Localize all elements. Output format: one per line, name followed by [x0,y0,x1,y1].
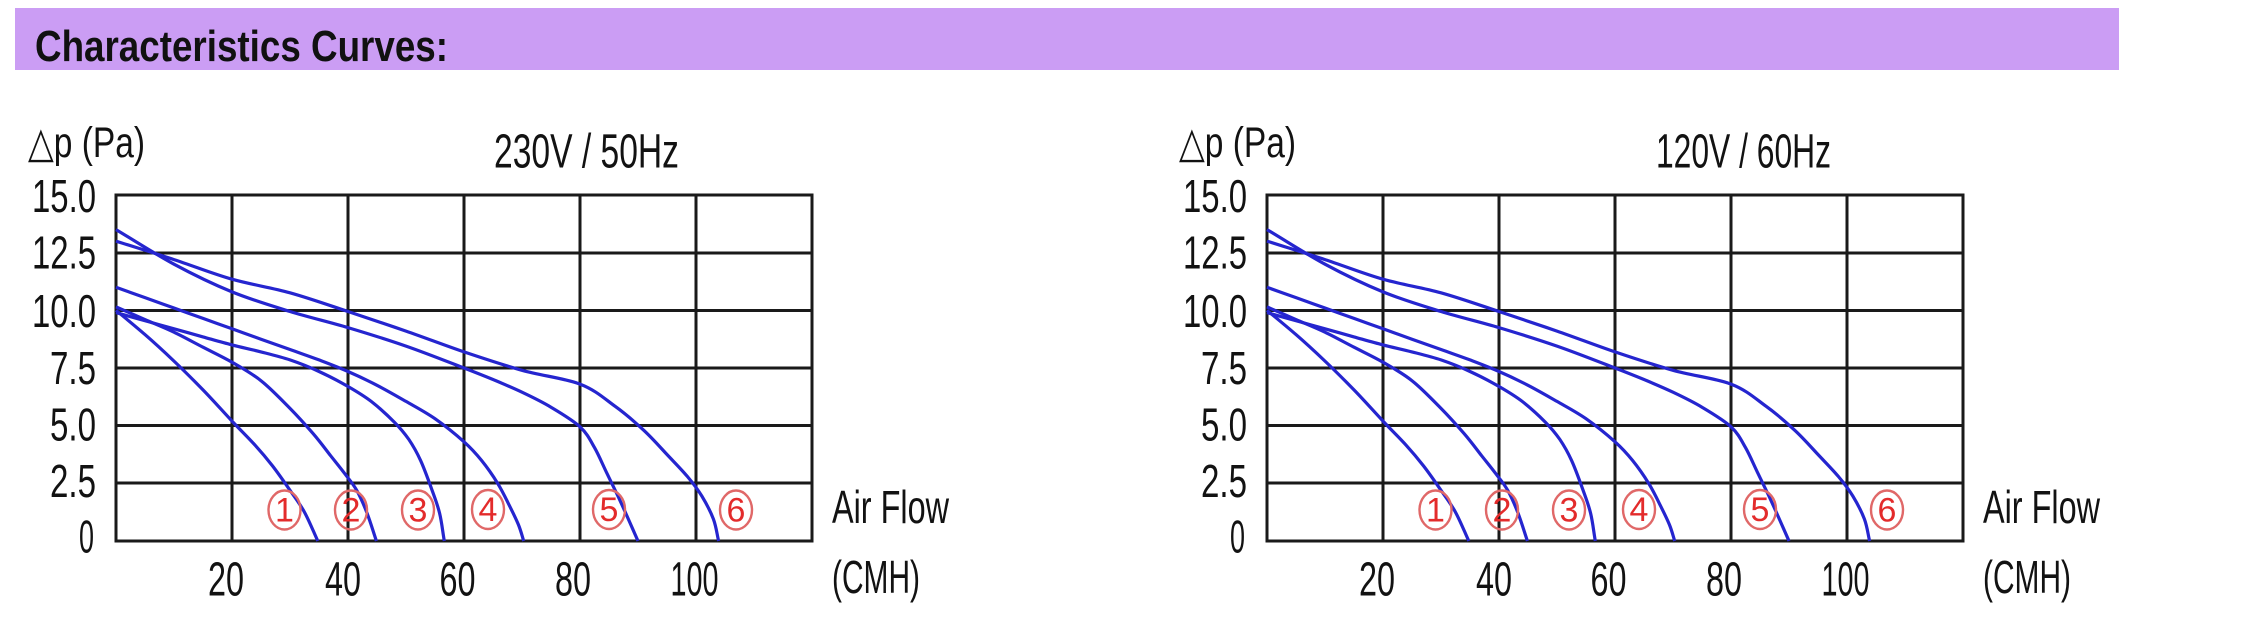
svg-text:Characteristics Curves:: Characteristics Curves: [35,22,448,71]
svg-text:120V / 60Hz: 120V / 60Hz [1656,126,1831,179]
svg-text:230V / 50Hz: 230V / 50Hz [494,126,679,179]
